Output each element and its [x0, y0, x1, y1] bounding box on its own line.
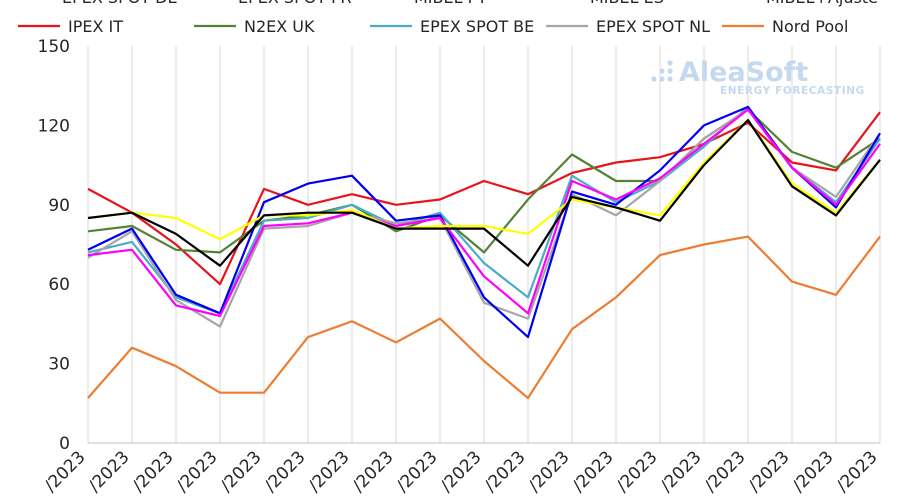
x-axis: /2023/2023/2023/2023/2023/2023/2023/2023…	[41, 447, 882, 496]
grid-lines	[87, 46, 881, 444]
legend-top-row: EPEX SPOT DE EPEX SPOT FR MIBEL PT MIBEL ES…	[62, 0, 878, 7]
logo-dots-icon	[651, 60, 673, 82]
x-tick-label: /2023	[789, 447, 838, 496]
x-tick-label: /2023	[217, 447, 266, 496]
x-tick-label: /2023	[261, 447, 310, 496]
x-tick-label: /2023	[393, 447, 442, 496]
x-tick-label: /2023	[41, 447, 90, 496]
y-tick-label: 150	[38, 37, 70, 57]
legend-label: MIBEL+Ajuste	[766, 0, 878, 7]
y-tick-label: 60	[48, 275, 70, 295]
x-tick-label: /2023	[437, 447, 486, 496]
y-tick-label: 90	[48, 196, 70, 216]
legend-label: EPEX SPOT BE	[420, 17, 534, 36]
x-tick-label: /2023	[569, 447, 618, 496]
legend-label: EPEX SPOT FR	[238, 0, 352, 7]
x-tick-label: /2023	[129, 447, 178, 496]
aleasoft-logo: AleaSoft ENERGY FORECASTING	[651, 57, 864, 97]
legend-label: MIBEL ES	[590, 0, 664, 7]
x-tick-label: /2023	[525, 447, 574, 496]
legend-label: EPEX SPOT DE	[62, 0, 178, 7]
series-line	[87, 111, 881, 286]
y-tick-label: 30	[48, 355, 70, 375]
series-line	[87, 235, 881, 400]
x-tick-label: /2023	[833, 447, 882, 496]
x-tick-label: /2023	[481, 447, 530, 496]
series-line	[87, 105, 881, 339]
series-lines	[87, 105, 881, 400]
logo-tagline: ENERGY FORECASTING	[720, 85, 865, 97]
legend-label: Nord Pool	[772, 17, 848, 36]
x-tick-label: /2023	[701, 447, 750, 496]
x-tick-label: /2023	[85, 447, 134, 496]
legend-label: EPEX SPOT NL	[596, 17, 710, 36]
x-tick-label: /2023	[657, 447, 706, 496]
legend-label: N2EX UK	[244, 17, 315, 36]
y-tick-label: 120	[38, 116, 70, 136]
series-line	[87, 108, 881, 318]
x-tick-label: /2023	[173, 447, 222, 496]
legend-label: MIBEL PT	[414, 0, 487, 7]
x-tick-label: /2023	[305, 447, 354, 496]
x-tick-label: /2023	[349, 447, 398, 496]
y-tick-label: 0	[59, 434, 70, 454]
logo-name: AleaSoft	[679, 57, 808, 88]
legend-label: IPEX IT	[68, 17, 123, 36]
x-tick-label: /2023	[745, 447, 794, 496]
legend: IPEX IT N2EX UK EPEX SPOT BE EPEX SPOT NL No…	[18, 17, 848, 36]
series-line	[87, 118, 881, 267]
y-axis: 0 30 60 90 120 150	[38, 37, 70, 454]
x-tick-label: /2023	[613, 447, 662, 496]
